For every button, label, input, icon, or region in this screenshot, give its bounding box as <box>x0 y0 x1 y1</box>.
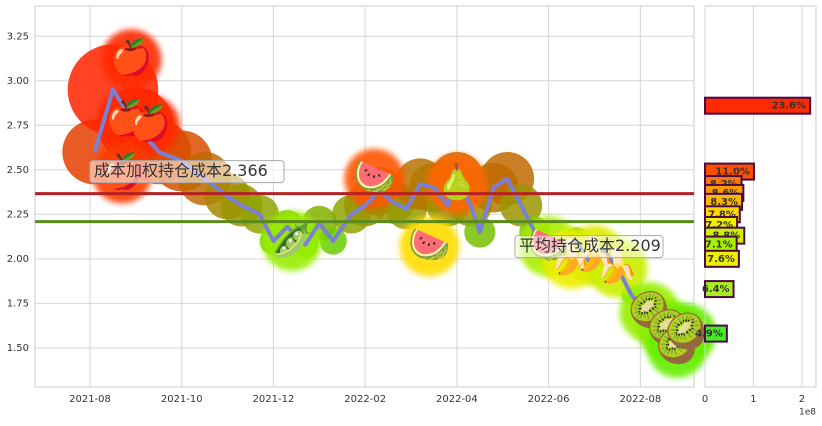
x-tick-label: 2021-10 <box>161 394 203 405</box>
volume-bar <box>704 280 735 299</box>
fruit-marker: 🫛 <box>271 220 313 260</box>
fruit-marker: 🥝 <box>656 323 698 366</box>
volume-bar <box>704 96 812 115</box>
volume-bar <box>704 324 728 343</box>
fruit-marker: 🍎 <box>128 103 170 144</box>
y-tick-label: 1.75 <box>7 298 29 309</box>
label-box <box>89 160 285 184</box>
volume-bar <box>704 249 740 268</box>
y-tick-label: 3.25 <box>7 31 29 42</box>
percent-label: 23.6% <box>771 101 806 112</box>
plot-frame <box>34 5 695 388</box>
percent-label: 6.4% <box>702 284 730 295</box>
y-tick-label: 3.00 <box>7 76 29 87</box>
label-box <box>514 235 664 259</box>
y-tick-label: 2.25 <box>7 209 29 220</box>
y-tick-label: 2.00 <box>7 254 29 265</box>
x-offset-label: 1e8 <box>799 408 816 418</box>
percent-label: 4.9% <box>695 329 723 340</box>
x-tick-label: 2 <box>799 394 805 405</box>
marker-glow <box>261 211 322 272</box>
x-tick-label: 2022-04 <box>436 394 478 405</box>
x-tick-label: 1 <box>750 394 756 405</box>
x-tick-label: 2022-08 <box>619 394 661 405</box>
x-tick-label: 2021-08 <box>69 394 111 405</box>
fruit-marker: 🥝 <box>665 309 707 352</box>
fruit-marker: 🍎 <box>106 97 148 138</box>
cost-label: 成本加权持仓成本2.366 <box>94 161 268 180</box>
cost-label: 平均持仓成本2.209 <box>519 236 661 255</box>
percent-label: 8.3% <box>710 197 738 208</box>
fruit-marker: 🍉 <box>408 225 450 265</box>
y-tick-label: 2.50 <box>7 165 29 176</box>
fruit-marker: 🍎 <box>110 37 152 78</box>
x-tick-label: 2022-02 <box>344 394 386 405</box>
fruit-marker: 🥝 <box>647 306 689 349</box>
percent-label: 7.2% <box>705 220 733 231</box>
fruit-marker: 🍉 <box>353 157 395 197</box>
percent-label: 7.1% <box>705 240 733 251</box>
fruit-marker: 🥝 <box>628 288 670 331</box>
x-tick-label: 0 <box>702 394 708 405</box>
marker-glow <box>656 303 717 364</box>
y-tick-label: 2.75 <box>7 120 29 131</box>
percent-label: 7.6% <box>707 254 735 265</box>
x-tick-label: 2022-06 <box>528 394 570 405</box>
marker-glow <box>101 29 162 90</box>
percent-label: 11.0% <box>715 167 750 178</box>
y-tick-label: 1.50 <box>7 343 29 354</box>
fruit-marker: 🍐 <box>436 163 478 203</box>
marker-glow <box>119 95 180 156</box>
x-tick-label: 2021-12 <box>253 394 295 405</box>
percent-label: 7.8% <box>708 209 736 220</box>
marker-glow <box>399 216 460 277</box>
